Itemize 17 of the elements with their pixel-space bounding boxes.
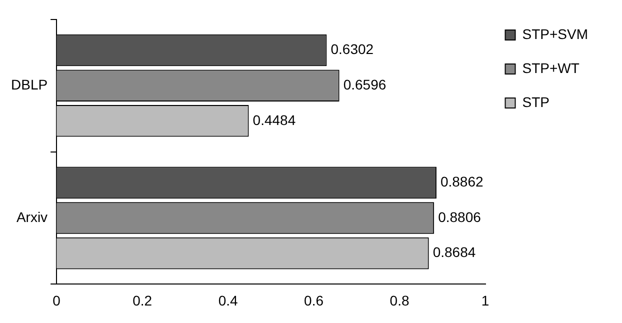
data-label: 0.6302 [330,41,374,58]
x-tick-label: 0 [52,292,61,308]
data-label: 0.4484 [252,112,296,128]
x-tick-label: 0.6 [304,292,324,308]
data-label: 0.8862 [440,174,484,190]
x-tick-label: 0.8 [390,292,410,308]
data-label: 0.8684 [432,244,476,260]
data-label: 0.6596 [343,76,386,92]
x-tick-label: 1 [481,292,490,308]
data-label: 0.8806 [438,208,482,225]
legend-label: STP [522,94,550,110]
x-tick-label: 0.2 [132,292,152,308]
x-tick-label: 0.4 [218,292,238,308]
legend-label: STP+SVM [522,26,588,42]
y-tick-label: Arxiv [16,208,48,225]
y-tick-label: DBLP [10,76,48,92]
legend-label: STP+WT [522,60,580,76]
